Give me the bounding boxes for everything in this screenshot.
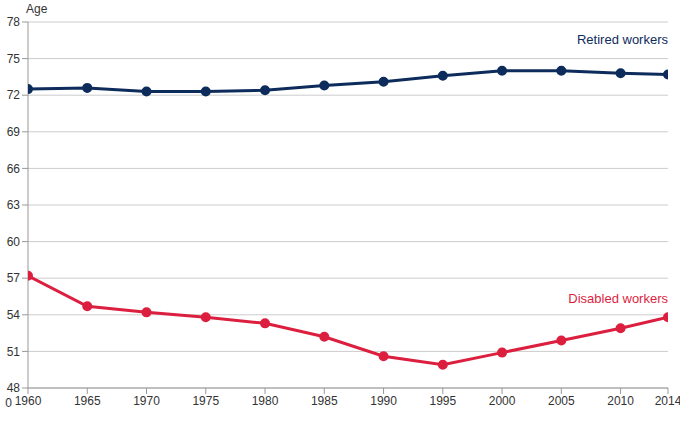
svg-text:51: 51: [8, 345, 20, 359]
svg-text:2014: 2014: [655, 394, 672, 408]
svg-text:1990: 1990: [370, 394, 397, 408]
html-text:0: 0: [5, 396, 12, 410]
svg-text:2005: 2005: [548, 394, 575, 408]
svg-text:78: 78: [8, 15, 20, 29]
svg-text:1960: 1960: [15, 394, 42, 408]
html-text:Age: Age: [26, 2, 48, 16]
svg-text:Disabled workers: Disabled workers: [568, 291, 668, 306]
svg-text:63: 63: [8, 198, 20, 212]
svg-text:75: 75: [8, 52, 20, 66]
svg-text:72: 72: [8, 88, 20, 102]
svg-text:1980: 1980: [252, 394, 279, 408]
svg-text:66: 66: [8, 162, 20, 176]
svg-text:2000: 2000: [489, 394, 516, 408]
svg-text:54: 54: [8, 308, 20, 322]
svg-text:1970: 1970: [133, 394, 160, 408]
svg-text:48: 48: [8, 381, 20, 395]
svg-text:60: 60: [8, 235, 20, 249]
svg-text:1985: 1985: [311, 394, 338, 408]
svg-text:1965: 1965: [74, 394, 101, 408]
svg-text:57: 57: [8, 271, 20, 285]
svg-text:69: 69: [8, 125, 20, 139]
svg-text:1975: 1975: [192, 394, 219, 408]
svg-text:Retired workers: Retired workers: [577, 32, 669, 47]
svg-text:1995: 1995: [429, 394, 456, 408]
svg-text:2010: 2010: [607, 394, 634, 408]
